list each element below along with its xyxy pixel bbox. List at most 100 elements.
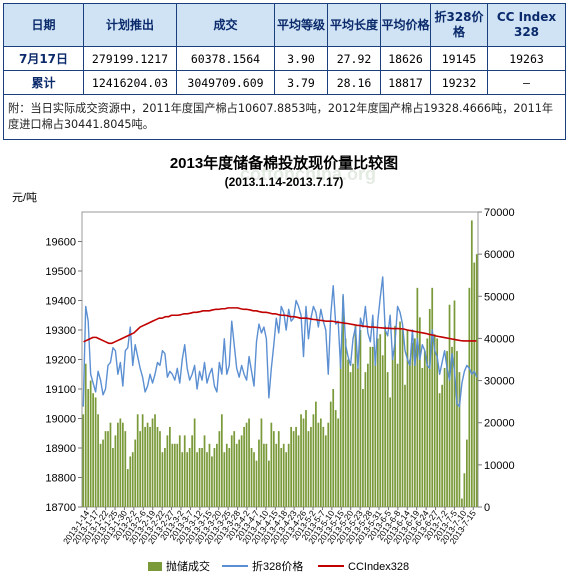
row-label: 7月17日: [3, 46, 84, 71]
cell-cc-index: –: [487, 70, 566, 95]
volume-bar: [218, 431, 221, 507]
volume-bar: [129, 456, 132, 507]
cell-avg-length: 28.16: [327, 70, 381, 95]
volume-bar: [295, 426, 297, 507]
right-axis-tick-label: 60000: [484, 249, 515, 261]
chart-title: 2013年度储备棉投放现价量比较图: [170, 154, 398, 172]
volume-bar: [102, 439, 104, 507]
volume-bar: [112, 448, 114, 507]
volume-bar: [255, 460, 258, 507]
volume-bar: [305, 410, 307, 507]
legend-label-328: 折328价格: [252, 559, 303, 573]
volume-bar: [347, 359, 349, 507]
volume-bar: [186, 452, 189, 507]
left-axis-tick-label: 19300: [45, 325, 76, 337]
right-axis-tick-label: 70000: [484, 207, 515, 219]
volume-bar: [297, 435, 300, 507]
volume-bar: [126, 469, 129, 507]
cc-index-line: [83, 307, 477, 345]
volume-bar: [117, 422, 119, 507]
volume-bar: [206, 452, 208, 507]
volume-bar: [339, 351, 342, 507]
cell-planned: 279199.1217: [83, 46, 177, 71]
volume-bar: [208, 443, 211, 507]
volume-bar: [225, 443, 228, 507]
volume-bar: [337, 418, 340, 507]
volume-bar: [349, 372, 352, 507]
volume-bar: [213, 448, 216, 507]
volume-bar: [149, 426, 151, 507]
left-axis-tick-label: 19100: [45, 384, 76, 396]
volume-bar: [292, 431, 295, 507]
volume-bar: [409, 359, 411, 507]
right-axis-tick-label: 30000: [484, 376, 515, 388]
volume-bar: [342, 296, 344, 507]
volume-bar: [119, 418, 122, 507]
left-axis-tick-label: 19000: [45, 414, 76, 426]
volume-bar: [238, 439, 241, 507]
trading-table: 日期 计划推出 成交 平均等级 平均长度 平均价格 折328价格 CC Inde…: [3, 3, 566, 140]
volume-bar: [414, 338, 416, 507]
volume-bar: [104, 431, 107, 507]
row-label: 累计: [3, 70, 84, 95]
volume-bar: [268, 460, 270, 507]
volume-bar: [344, 338, 347, 507]
volume-bar: [384, 325, 387, 507]
volume-bar: [161, 452, 164, 507]
volume-bar: [468, 287, 471, 507]
volume-bar: [124, 431, 127, 507]
volume-bar: [466, 439, 468, 507]
volume-bar: [151, 418, 154, 507]
volume-bar: [265, 443, 268, 507]
volume-bar: [396, 363, 399, 507]
volume-bar: [169, 426, 171, 507]
volume-bar: [245, 422, 248, 507]
volume-bar: [300, 414, 302, 507]
volume-bar: [178, 435, 181, 507]
volume-bar: [379, 334, 382, 507]
volume-bar: [164, 448, 166, 507]
volume-bar: [389, 397, 391, 507]
chart-subtitle: (2013.1.14-2013.7.17): [225, 175, 344, 189]
volume-bar: [401, 330, 404, 507]
cell-price-328: 19232: [430, 70, 488, 95]
left-axis-tick-label: 19400: [45, 296, 76, 308]
volume-bar: [399, 321, 401, 507]
volume-bar: [82, 414, 85, 507]
volume-bar: [230, 435, 233, 507]
volume-bar: [322, 426, 325, 507]
col-header-date: 日期: [3, 3, 84, 47]
volume-bar: [367, 363, 369, 507]
volume-bar: [277, 431, 280, 507]
volume-bar: [171, 443, 174, 507]
col-header-traded: 成交: [176, 3, 275, 47]
volume-bar: [272, 431, 275, 507]
volume-bar: [364, 372, 367, 507]
volume-bar: [156, 426, 159, 507]
volume-bar: [188, 448, 191, 507]
price-328-line: [82, 276, 478, 408]
table-note: 附：当日实际成交资源中，2011年度国产棉占10607.8853吨，2012年度…: [3, 94, 566, 140]
col-header-cc-index: CC Index 328: [487, 3, 566, 47]
volume-bar: [173, 443, 176, 507]
volume-bar: [421, 367, 424, 507]
volume-bar: [446, 351, 448, 507]
right-axis-tick-label: 10000: [484, 460, 515, 472]
volume-bar: [270, 422, 273, 507]
volume-bar: [253, 452, 255, 507]
volume-bar: [475, 254, 478, 507]
right-axis-tick-label: 40000: [484, 333, 515, 345]
volume-bar: [404, 384, 406, 507]
volume-bar: [334, 410, 337, 507]
volume-bar: [201, 448, 203, 507]
volume-bar: [438, 393, 441, 507]
table-row: 7月17日 279199.1217 60378.1564 3.90 27.92 …: [3, 46, 566, 71]
col-header-avg-price: 平均价格: [380, 3, 431, 47]
volume-bar: [99, 443, 102, 507]
volume-bar: [324, 435, 327, 507]
plot-area: 18700 18800 18900 19000 19100 19200 19300 19400…: [45, 207, 514, 573]
volume-bar: [327, 422, 330, 507]
volume-bar: [107, 431, 109, 507]
volume-bar: [216, 443, 218, 507]
